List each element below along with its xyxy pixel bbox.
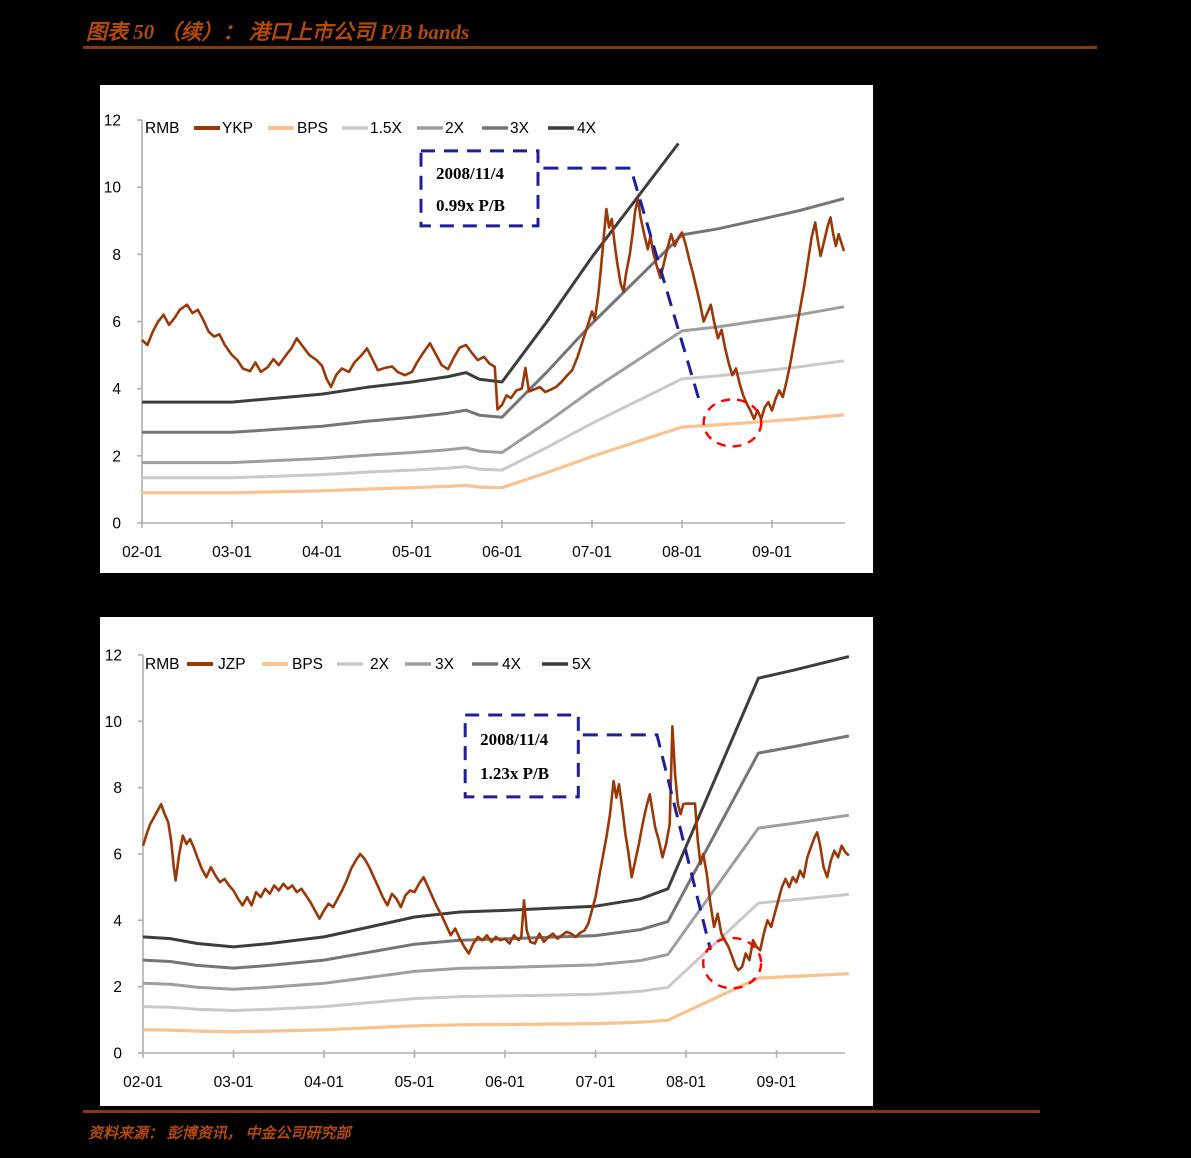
x-tick-label: 04-01: [302, 544, 342, 561]
x-tick-label: 06-01: [482, 544, 522, 561]
legend-label-3x: 3X: [510, 120, 530, 137]
annotation-leader-line: [582, 733, 712, 951]
y-tick-label: 12: [105, 647, 122, 664]
x-tick-label: 04-01: [304, 1074, 344, 1091]
bps-line: [142, 413, 845, 495]
annotation-date: 2008/11/4: [480, 730, 549, 749]
y-tick-label: 0: [112, 516, 121, 533]
source-divider: [83, 1110, 1040, 1113]
y-tick-label: 4: [112, 381, 121, 398]
band-line-3x: [142, 197, 845, 434]
y-tick-label: 6: [113, 846, 122, 863]
x-tick-label: 03-01: [212, 544, 252, 561]
y-tick-label: 4: [113, 913, 122, 930]
x-tick-label: 07-01: [576, 1074, 616, 1091]
legend-label-jzp: JZP: [218, 656, 246, 673]
legend-label-ykp: YKP: [222, 120, 253, 137]
band-line-1.5x: [142, 359, 845, 480]
unit-label: RMB: [145, 120, 179, 137]
y-tick-label: 10: [104, 180, 122, 197]
legend-label-4x: 4X: [502, 656, 522, 673]
legend-label-bps: BPS: [292, 656, 323, 673]
y-tick-label: 2: [113, 979, 122, 996]
x-tick-label: 09-01: [752, 544, 792, 561]
x-tick-label: 08-01: [662, 544, 702, 561]
price-line-ykp: [141, 197, 846, 421]
unit-label: RMB: [145, 656, 179, 673]
band-line-2x: [142, 892, 850, 1012]
y-tick-label: 6: [112, 314, 121, 331]
annotation-pb-value: 0.99x P/B: [436, 196, 505, 215]
legend-label-2x: 2X: [445, 120, 465, 137]
pb-band-chart-jzp: 0 2 4 6 8 10 12 02-01 03-01 04-01 05-01 06-01 07-01 0…: [105, 647, 850, 1091]
x-tick-label: 02-01: [122, 544, 162, 561]
pb-band-chart-panel-jzp: 0 2 4 6 8 10 12 02-01 03-01 04-01 05-01 06-01 07-01 0…: [100, 617, 873, 1106]
annotation-leader-line: [543, 166, 702, 404]
band-line-5x: [142, 655, 850, 949]
bps-line: [142, 972, 849, 1034]
band-line-4x: [142, 142, 680, 404]
annotation-box: [419, 149, 540, 228]
legend-label-4x: 4X: [577, 120, 597, 137]
x-tick-label: 05-01: [395, 1074, 435, 1091]
figure-title: 图表 50 （续）： 港口上市公司 P/B bands: [86, 20, 470, 44]
legend-label-bps: BPS: [297, 120, 328, 137]
y-tick-label: 10: [105, 714, 123, 731]
x-tick-label: 05-01: [392, 544, 432, 561]
band-line-2x: [142, 305, 845, 465]
legend-label-2x: 2X: [370, 656, 390, 673]
pb-band-chart-panel-ykp: 0 2 4 6 8 10 12 02-01 03-01 04-01 05-01 06-01 07-01 0…: [100, 85, 873, 573]
x-tick-label: 06-01: [485, 1074, 525, 1091]
annotation-pb-value: 1.23x P/B: [480, 764, 549, 783]
annotation-trough-circle: [701, 936, 763, 990]
y-tick-label: 12: [104, 113, 121, 130]
y-tick-label: 0: [113, 1046, 122, 1063]
y-tick-label: 8: [113, 780, 122, 797]
legend-label-1.5x: 1.5X: [370, 120, 403, 137]
x-tick-label: 02-01: [123, 1074, 163, 1091]
source-note: 资料来源： 彭博资讯， 中金公司研究部: [88, 1126, 351, 1142]
annotation-date: 2008/11/4: [436, 164, 505, 183]
band-line-3x: [142, 813, 850, 991]
x-tick-label: 08-01: [666, 1074, 706, 1091]
x-tick-label: 07-01: [572, 544, 612, 561]
pb-band-chart-ykp: 0 2 4 6 8 10 12 02-01 03-01 04-01 05-01 06-01 07-01 0…: [104, 113, 846, 561]
title-divider: [83, 46, 1097, 49]
x-tick-label: 03-01: [214, 1074, 254, 1091]
legend-label-5x: 5X: [572, 656, 592, 673]
price-line-jzp: [141, 725, 850, 972]
x-tick-label: 09-01: [757, 1074, 797, 1091]
legend-label-3x: 3X: [435, 656, 455, 673]
annotation-trough-circle: [702, 398, 763, 448]
y-tick-label: 8: [112, 247, 121, 264]
annotation-box: [463, 713, 580, 799]
y-tick-label: 2: [112, 448, 121, 465]
